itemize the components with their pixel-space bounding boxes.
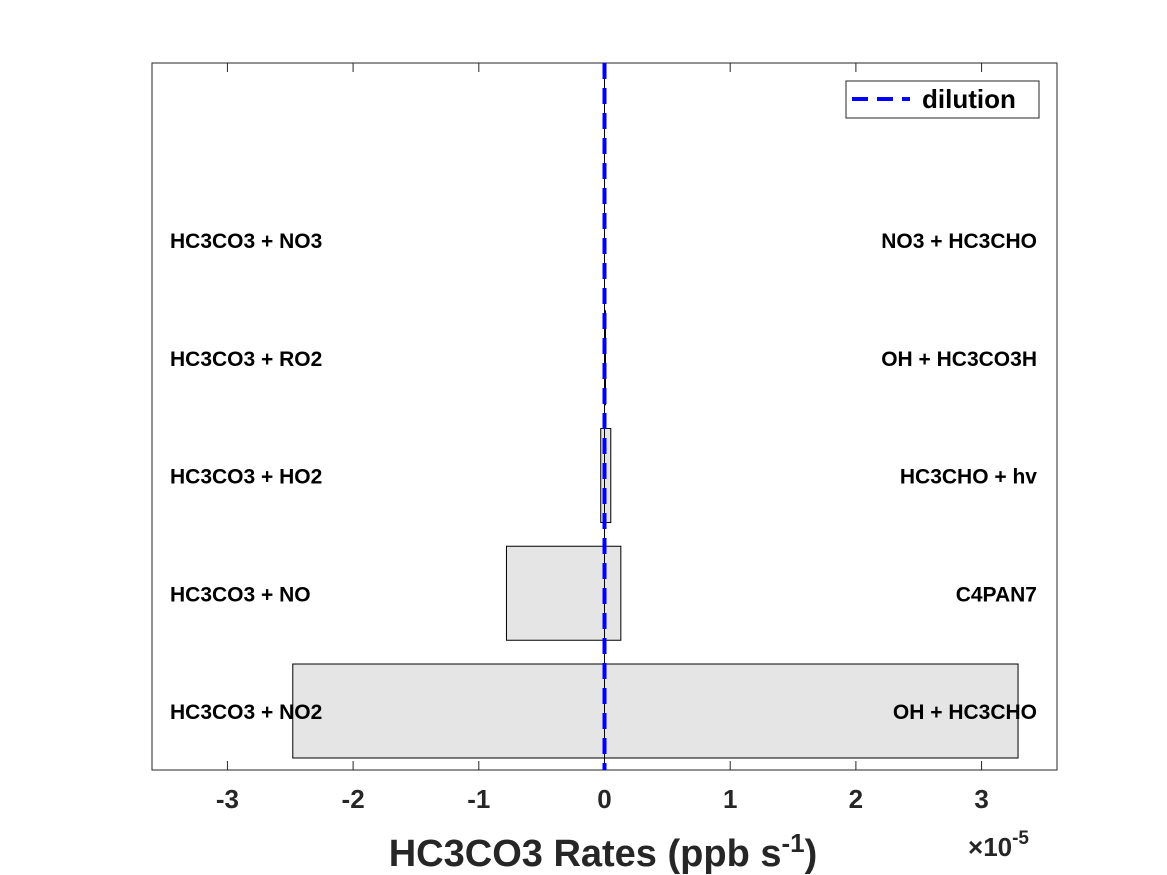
- x-axis-label: HC3CO3 Rates (ppb s-1): [389, 828, 818, 875]
- production-bar: [604, 663, 1019, 759]
- loss-reaction-label: HC3CO3 + NO: [170, 583, 311, 606]
- loss-reaction-label: HC3CO3 + RO2: [170, 348, 322, 371]
- x-axis-multiplier: ×10-5: [968, 828, 1029, 862]
- legend-dilution-label: dilution: [922, 84, 1016, 114]
- row-labels-group: HC3CO3 + NO2 OH + HC3CHO HC3CO3 + NO C4PAN7…: [170, 230, 1037, 724]
- loss-reaction-label: HC3CO3 + NO3: [170, 230, 322, 253]
- production-reaction-label: NO3 + HC3CHO: [881, 230, 1037, 253]
- legend: dilution: [845, 80, 1040, 119]
- x-tick-label: 3: [974, 784, 988, 814]
- production-reaction-label: OH + HC3CHO: [893, 701, 1037, 724]
- x-tick-label: -1: [467, 784, 490, 814]
- loss-reaction-label: HC3CO3 + NO2: [170, 701, 322, 724]
- production-bar: [604, 545, 622, 641]
- loss-bar: [505, 545, 606, 641]
- loss-reaction-label: HC3CO3 + HO2: [170, 466, 322, 489]
- x-tick-label: -3: [216, 784, 239, 814]
- x-tick-label: 2: [849, 784, 863, 814]
- x-tick-label: -2: [342, 784, 365, 814]
- production-reaction-label: C4PAN7: [956, 583, 1037, 606]
- loss-bar: [292, 663, 605, 759]
- production-reaction-label: OH + HC3CO3H: [881, 348, 1037, 371]
- x-tick-label: 1: [723, 784, 737, 814]
- x-tick-label: 0: [597, 784, 611, 814]
- production-reaction-label: HC3CHO + hv: [900, 466, 1037, 489]
- bars-group: [292, 310, 1019, 759]
